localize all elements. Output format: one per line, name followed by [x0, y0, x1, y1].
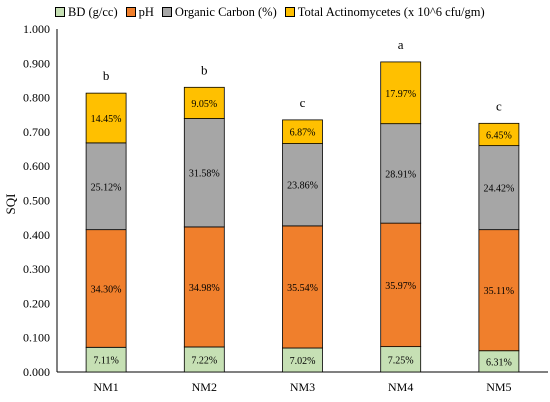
- legend-label-1: pH: [138, 4, 154, 19]
- data-label: 31.58%: [189, 169, 220, 180]
- legend-swatch-1: [125, 7, 136, 17]
- legend-swatch-3: [284, 7, 295, 17]
- bar-segment: [380, 123, 422, 224]
- significance-letter: b: [103, 68, 110, 83]
- data-label: 24.42%: [483, 184, 514, 195]
- legend-swatch-2: [161, 7, 172, 17]
- significance-letter: c: [300, 95, 306, 110]
- bar-segment: [478, 229, 520, 352]
- data-label: 6.31%: [486, 357, 512, 368]
- x-tick-label: NM2: [192, 380, 217, 394]
- data-label: 9.05%: [191, 99, 217, 110]
- data-label: 35.54%: [287, 283, 318, 294]
- data-label: 7.11%: [93, 356, 118, 367]
- legend-item-1: pH: [125, 4, 154, 20]
- bar-segment: [282, 143, 323, 227]
- y-tick-label: 0.600: [23, 159, 50, 173]
- data-label: 7.25%: [388, 355, 414, 366]
- data-label: 6.87%: [290, 128, 316, 139]
- bar-segment: [282, 225, 323, 349]
- bar-segment: [85, 346, 127, 373]
- y-tick-label: 0.100: [23, 331, 50, 345]
- bar-segment: [478, 122, 520, 147]
- data-label: 23.86%: [287, 181, 318, 192]
- bar-segment: [380, 222, 422, 348]
- bar-segment: [183, 86, 225, 119]
- data-label: 7.02%: [290, 356, 316, 367]
- legend-swatch-0: [55, 7, 65, 17]
- y-tick-label: 0.000: [23, 365, 50, 379]
- data-label: 17.97%: [385, 89, 416, 100]
- x-tick-label: NM1: [93, 380, 118, 394]
- y-tick-label: 0.900: [23, 56, 50, 70]
- chart-legend: BD (g/cc) pH Organic Carbon (%) Total Actin…: [55, 4, 493, 20]
- x-tick-label: NM3: [290, 380, 315, 394]
- bar-segment: [282, 119, 323, 144]
- bar-segment: [282, 347, 323, 373]
- significance-letter: a: [398, 37, 404, 52]
- data-label: 25.12%: [91, 182, 122, 193]
- significance-letter: c: [496, 98, 502, 113]
- y-tick-label: 1.000: [23, 22, 50, 36]
- data-label: 34.30%: [91, 284, 122, 295]
- y-tick-label: 0.800: [23, 91, 50, 105]
- legend-item-2: Organic Carbon (%): [161, 4, 277, 20]
- significance-letter: b: [201, 62, 208, 77]
- legend-label-0: BD (g/cc): [68, 4, 118, 19]
- data-label: 35.97%: [385, 281, 416, 292]
- y-tick-label: 0.400: [23, 228, 50, 242]
- bar-segment: [380, 346, 422, 373]
- data-label: 34.98%: [189, 283, 220, 294]
- legend-label-3: Total Actinomycetes (x 10^6 cfu/gm): [297, 4, 485, 19]
- data-label: 28.91%: [385, 169, 416, 180]
- legend-label-2: Organic Carbon (%): [174, 4, 277, 19]
- data-label: 7.22%: [191, 355, 217, 366]
- bar-segment: [183, 118, 225, 228]
- bar-segment: [85, 92, 127, 144]
- x-tick-label: NM5: [486, 380, 511, 394]
- y-tick-label: 0.700: [23, 125, 50, 139]
- data-label: 6.45%: [486, 130, 512, 141]
- legend-item-3: Total Actinomycetes (x 10^6 cfu/gm): [284, 4, 485, 20]
- bar-segment: [85, 229, 127, 348]
- bar-segment: [85, 142, 127, 231]
- y-tick-label: 0.200: [23, 296, 50, 310]
- data-label: 14.45%: [91, 114, 122, 125]
- legend-item-0: BD (g/cc): [55, 5, 118, 20]
- bar-segment: [478, 145, 520, 231]
- y-tick-label: 0.300: [23, 262, 50, 276]
- x-tick-label: NM4: [388, 380, 413, 394]
- y-tick-label: 0.500: [23, 194, 50, 208]
- data-label: 35.11%: [484, 286, 514, 297]
- bar-segment: [380, 61, 422, 125]
